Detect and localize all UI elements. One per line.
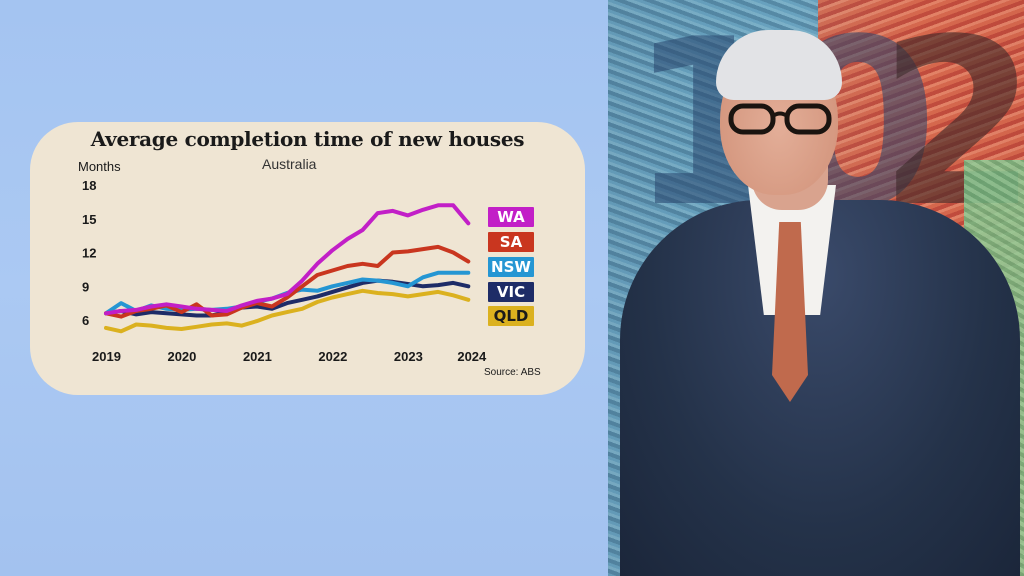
chart-title: Average completion time of new houses — [90, 127, 525, 151]
x-tick-label: 2022 — [318, 349, 347, 364]
x-tick-label: 2023 — [394, 349, 423, 364]
y-axis-label: Months — [78, 159, 121, 174]
presenter-tie — [772, 222, 808, 402]
y-tick-label: 15 — [82, 212, 96, 227]
glasses-icon — [728, 103, 832, 135]
y-tick-label: 12 — [82, 246, 96, 261]
legend-badge-nsw: NSW — [488, 257, 534, 277]
series-line-qld — [104, 288, 471, 334]
x-tick-label: 2020 — [167, 349, 196, 364]
legend-badge-sa: SA — [488, 232, 534, 252]
x-tick-label: 2021 — [243, 349, 272, 364]
legend-badge-qld: QLD — [488, 306, 534, 326]
y-tick-label: 18 — [82, 178, 96, 193]
series-line-wa — [104, 203, 471, 316]
y-tick-label: 6 — [82, 313, 89, 328]
x-tick-label: 2019 — [92, 349, 121, 364]
y-tick-label: 9 — [82, 279, 89, 294]
legend-badge-wa: WA — [488, 207, 534, 227]
presenter-hair — [716, 30, 842, 100]
line-chart: 6 9 12 15 18 2019 2020 2021 2022 2023 2024 — [82, 178, 487, 364]
chart-subtitle: Australia — [262, 156, 317, 172]
x-tick-label: 2024 — [457, 349, 487, 364]
legend-badge-vic: VIC — [488, 282, 534, 302]
source-note: Source: ABS — [484, 367, 541, 378]
